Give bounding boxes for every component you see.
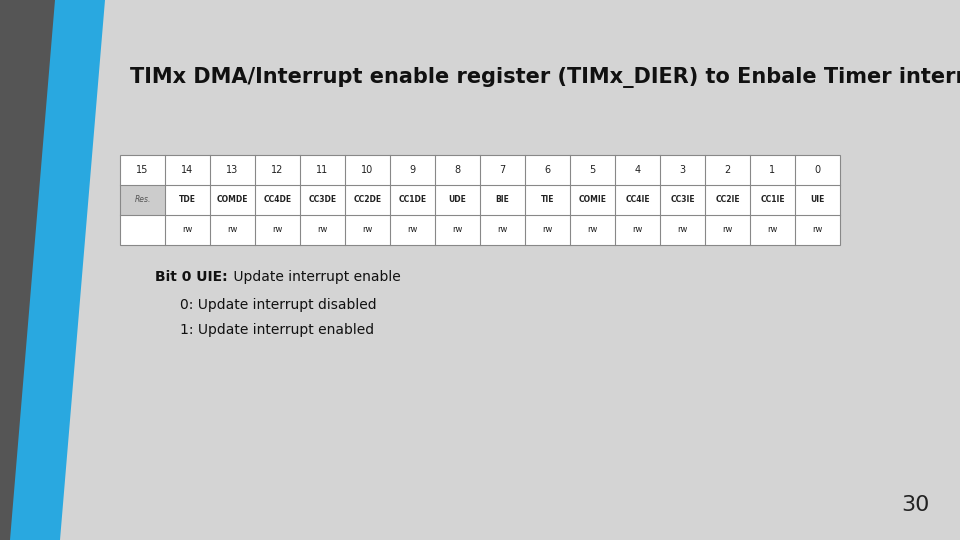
Text: TDE: TDE bbox=[179, 195, 196, 205]
Text: Update interrupt enable: Update interrupt enable bbox=[229, 270, 400, 284]
Text: rw: rw bbox=[722, 226, 732, 234]
Text: CC2DE: CC2DE bbox=[353, 195, 381, 205]
Text: 0: Update interrupt disabled: 0: Update interrupt disabled bbox=[180, 298, 376, 312]
Text: 2: 2 bbox=[725, 165, 731, 175]
Text: 10: 10 bbox=[361, 165, 373, 175]
Text: rw: rw bbox=[407, 226, 418, 234]
Bar bbox=[120, 185, 165, 215]
Text: 15: 15 bbox=[136, 165, 149, 175]
Text: 3: 3 bbox=[680, 165, 685, 175]
Text: rw: rw bbox=[767, 226, 778, 234]
Text: rw: rw bbox=[452, 226, 463, 234]
Text: rw: rw bbox=[182, 226, 193, 234]
Text: TIMx DMA/Interrupt enable register (TIMx_DIER) to Enbale Timer interrupt: TIMx DMA/Interrupt enable register (TIMx… bbox=[130, 68, 960, 89]
Text: rw: rw bbox=[497, 226, 508, 234]
Text: CC4DE: CC4DE bbox=[263, 195, 292, 205]
Text: rw: rw bbox=[273, 226, 282, 234]
Text: UIE: UIE bbox=[810, 195, 825, 205]
Polygon shape bbox=[0, 0, 90, 540]
Bar bbox=[120, 155, 840, 245]
Text: BIE: BIE bbox=[495, 195, 510, 205]
Text: 1: Update interrupt enabled: 1: Update interrupt enabled bbox=[180, 323, 374, 337]
Text: 1: 1 bbox=[769, 165, 776, 175]
Text: 9: 9 bbox=[409, 165, 416, 175]
Text: 30: 30 bbox=[901, 495, 930, 515]
Text: rw: rw bbox=[588, 226, 598, 234]
Text: rw: rw bbox=[542, 226, 553, 234]
Text: CC3IE: CC3IE bbox=[670, 195, 695, 205]
Text: rw: rw bbox=[812, 226, 823, 234]
Text: rw: rw bbox=[318, 226, 327, 234]
Text: 13: 13 bbox=[227, 165, 239, 175]
Text: 8: 8 bbox=[454, 165, 461, 175]
Text: 6: 6 bbox=[544, 165, 551, 175]
Text: CC4IE: CC4IE bbox=[625, 195, 650, 205]
Text: CC3DE: CC3DE bbox=[308, 195, 337, 205]
Text: rw: rw bbox=[362, 226, 372, 234]
Text: Bit 0 UIE:: Bit 0 UIE: bbox=[155, 270, 228, 284]
Text: Res.: Res. bbox=[134, 195, 151, 205]
Text: CC2IE: CC2IE bbox=[715, 195, 740, 205]
Text: rw: rw bbox=[228, 226, 238, 234]
Text: 7: 7 bbox=[499, 165, 506, 175]
Text: UDE: UDE bbox=[448, 195, 467, 205]
Bar bbox=[120, 155, 840, 245]
Text: COMIE: COMIE bbox=[579, 195, 607, 205]
Text: rw: rw bbox=[678, 226, 687, 234]
Text: 11: 11 bbox=[317, 165, 328, 175]
Text: CC1IE: CC1IE bbox=[760, 195, 785, 205]
Text: 4: 4 bbox=[635, 165, 640, 175]
Text: CC1DE: CC1DE bbox=[398, 195, 426, 205]
Text: rw: rw bbox=[633, 226, 642, 234]
Text: 12: 12 bbox=[272, 165, 284, 175]
Text: 5: 5 bbox=[589, 165, 595, 175]
Text: 0: 0 bbox=[814, 165, 821, 175]
Text: 14: 14 bbox=[181, 165, 194, 175]
Polygon shape bbox=[10, 0, 105, 540]
Text: TIE: TIE bbox=[540, 195, 554, 205]
Text: COMDE: COMDE bbox=[217, 195, 249, 205]
